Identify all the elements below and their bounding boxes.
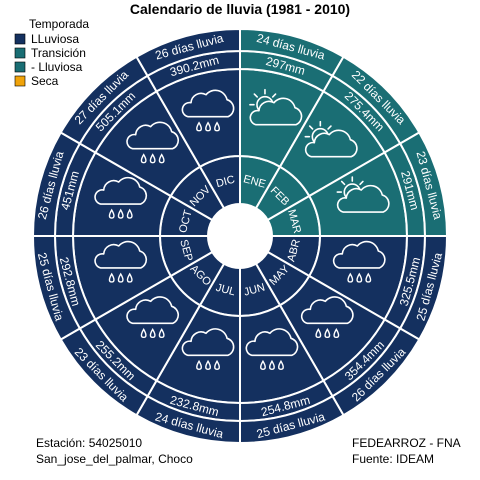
footer-location: San_jose_del_palmar, Choco [36, 452, 193, 466]
footer-source: Fuente: IDEAM [352, 452, 434, 466]
footer-station: Estación: 54025010 [36, 436, 142, 450]
legend-label-lluviosa: LLuviosa [31, 32, 79, 46]
rain-cloud-icon [332, 240, 386, 283]
month-label-jun: JUN [243, 282, 267, 299]
days-cell-dic [135, 27, 241, 78]
legend-label-lluviosa: - Lluviosa [31, 60, 83, 74]
rain-cloud-icon [181, 328, 235, 370]
month-label-ene: ENE [242, 173, 267, 190]
legend-label-seca: Seca [31, 74, 59, 88]
rain-cloud-icon [181, 89, 235, 132]
legend-title: Temporada [29, 17, 89, 31]
chart-title: Calendario de lluvia (1981 - 2010) [130, 1, 350, 17]
sun-cloud-icon [336, 176, 390, 213]
month-label-sep: SEP [177, 238, 194, 262]
legend-label-transici-n: Transición [31, 46, 86, 60]
sun-cloud-icon [249, 88, 303, 126]
month-label-oct: OCT [177, 208, 195, 234]
center-hole [209, 205, 271, 267]
legend-swatch-lluviosa [14, 61, 26, 73]
month-label-jul: JUL [215, 282, 237, 299]
month-label-dic: DIC [215, 174, 236, 191]
rain-cloud-icon [300, 296, 354, 339]
rain-cloud-icon [245, 328, 299, 370]
sun-cloud-icon [304, 120, 358, 158]
legend-swatch-transici-n [14, 47, 26, 59]
rain-cloud-icon [94, 176, 148, 219]
footer: Estación: 54025010 San_jose_del_palmar, … [36, 436, 461, 466]
rain-cloud-icon [94, 240, 148, 283]
month-label-abr: ABR [285, 238, 302, 263]
outer-ring-border [31, 27, 449, 445]
legend-swatch-seca [14, 75, 26, 87]
rain-cloud-icon [126, 121, 180, 164]
footer-org: FEDEARROZ - FNA [352, 436, 461, 450]
legend-swatch-lluviosa [14, 33, 26, 45]
rain-cloud-icon [126, 296, 180, 339]
